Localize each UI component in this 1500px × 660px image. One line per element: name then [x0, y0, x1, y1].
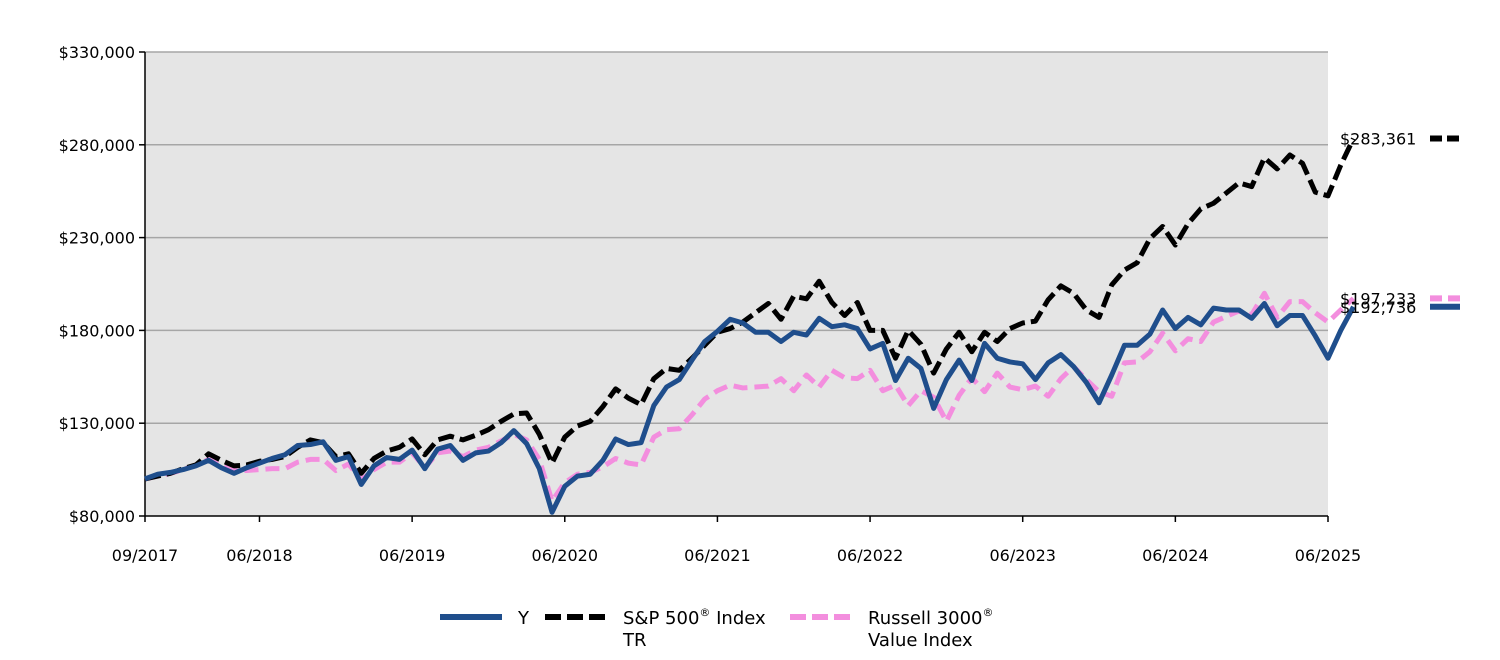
legend-label: Y: [517, 608, 530, 629]
x-tick-label: 06/2024: [1142, 546, 1208, 565]
y-tick-label: $280,000: [59, 136, 135, 155]
x-tick-label: 06/2022: [837, 546, 903, 565]
y-tick-label: $330,000: [59, 43, 135, 62]
x-tick-label: 06/2021: [684, 546, 750, 565]
x-tick-label: 06/2020: [532, 546, 598, 565]
series-lines: [144, 137, 1356, 515]
legend-label: S&P 500® Index: [623, 606, 766, 629]
end-value-label: $197,233: [1340, 289, 1416, 308]
grid-lines: [145, 51, 1328, 424]
x-tick-label: 06/2019: [379, 546, 445, 565]
x-tick-label: 09/2017: [112, 546, 178, 565]
y-tick-label: $180,000: [59, 321, 135, 340]
legend-label-line2: TR: [622, 630, 647, 651]
legend-label-line2: Value Index: [868, 630, 973, 651]
series-line-2: [144, 290, 1356, 504]
y-tick-label: $230,000: [59, 229, 135, 248]
y-tick-label: $80,000: [69, 507, 135, 526]
x-tick-label: 06/2023: [989, 546, 1055, 565]
y-axis: $80,000 $130,000 $180,000 $230,000 $280,000 $…: [59, 43, 146, 526]
x-tick-label: 06/2018: [226, 546, 292, 565]
legend-label: Russell 3000®: [868, 606, 993, 629]
end-labels: $192,736 $283,361 $197,233: [1340, 130, 1460, 317]
x-tick-label: 06/2025: [1295, 546, 1361, 565]
series-line-0: [144, 300, 1356, 515]
plot-area: [145, 52, 1328, 516]
end-value-label: $283,361: [1340, 130, 1416, 149]
y-tick-label: $130,000: [59, 414, 135, 433]
x-axis: 09/2017 06/2018 06/2019 06/2020 06/2021 06/20…: [112, 515, 1361, 565]
series-line-1: [144, 137, 1356, 482]
end-value-label: $192,736: [1340, 298, 1416, 317]
